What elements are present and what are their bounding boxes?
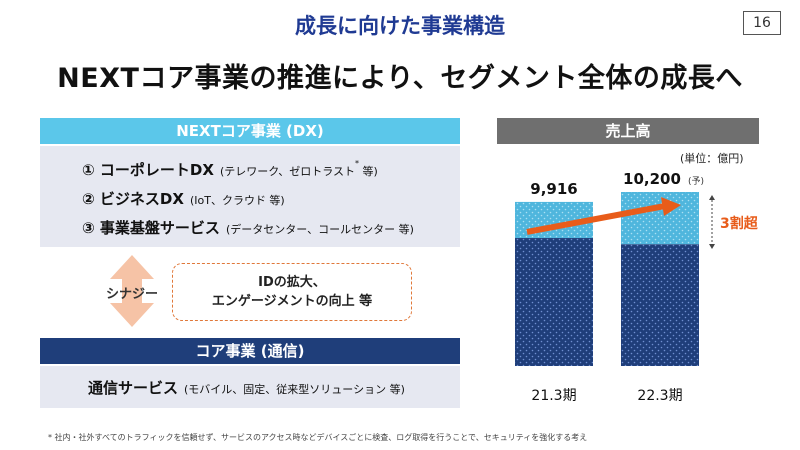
core-item-label: 通信サービス	[88, 379, 179, 397]
dx-item-infrastructure: ③ 事業基盤サービス (データセンター、コールセンター 等)	[82, 217, 414, 238]
dx-item-detail: (テレワーク、ゼロトラスト* 等)	[219, 159, 378, 178]
bars-layer	[515, 192, 699, 366]
page-title: NEXTコア事業の推進により、セグメント全体の成長へ	[57, 63, 743, 94]
core-section-list: 通信サービス (モバイル、固定、従来型ソリューション 等)	[40, 366, 460, 408]
dx-item-detail-end: 等)	[359, 165, 378, 178]
footnote-mark: *	[355, 159, 360, 168]
growth-bracket-head-up	[709, 195, 715, 200]
growth-arrow	[526, 203, 666, 235]
bar-dx-segment	[621, 192, 699, 245]
dx-item-label: ① コーポレートDX	[82, 161, 214, 179]
synergy-line-2: エンゲージメントの向上 等	[211, 294, 373, 309]
dx-section-header: NEXTコア事業 (DX)	[40, 118, 460, 144]
labels-layer: 9,916 21.3期 10,200 (予) 22.3期 3割超	[526, 170, 759, 404]
category-label: 21.3期	[531, 388, 576, 404]
footnote: * 社内・社外すべてのトラフィックを信頼せず、サービスのアクセス時などデバイスご…	[48, 433, 588, 442]
bar-core-segment	[621, 244, 699, 366]
growth-bracket-head-down	[709, 244, 715, 249]
bar-value-label: 10,200	[623, 170, 681, 188]
dx-item-detail-text: (テレワーク、ゼロトラスト	[219, 165, 356, 178]
growth-arrowhead	[661, 197, 681, 216]
forecast-mark: (予)	[688, 176, 704, 187]
dx-item-label: ③ 事業基盤サービス	[82, 219, 220, 237]
dx-item-detail: (IoT、クラウド 等)	[189, 194, 285, 207]
page-subtitle: 成長に向けた事業構造	[295, 14, 505, 38]
synergy-line-1: IDの拡大、	[258, 275, 326, 290]
category-label: 22.3期	[637, 388, 682, 404]
chart-unit-label: (単位：億円)	[680, 152, 744, 165]
bar-core-segment	[515, 238, 593, 366]
page-number: 16	[743, 11, 781, 35]
bar-value-label: 9,916	[530, 180, 577, 198]
dx-item-corporate: ① コーポレートDX (テレワーク、ゼロトラスト* 等)	[82, 159, 378, 180]
core-item-telecom: 通信サービス (モバイル、固定、従来型ソリューション 等)	[88, 377, 405, 398]
dx-item-business: ② ビジネスDX (IoT、クラウド 等)	[82, 188, 285, 209]
growth-annotation: 3割超	[720, 215, 759, 232]
synergy-label: シナジー	[105, 287, 158, 302]
dx-section-list: ① コーポレートDX (テレワーク、ゼロトラスト* 等) ② ビジネスDX (IoT…	[40, 146, 460, 247]
synergy-arrow-icon	[110, 255, 154, 327]
dx-item-label: ② ビジネスDX	[82, 190, 184, 208]
chart-header: 売上高	[497, 118, 759, 144]
core-section-header: コア事業 (通信)	[40, 338, 460, 364]
synergy-box: IDの拡大、 エンゲージメントの向上 等	[172, 263, 412, 321]
core-item-detail: (モバイル、固定、従来型ソリューション 等)	[184, 383, 405, 396]
dx-item-detail: (データセンター、コールセンター 等)	[225, 223, 414, 236]
revenue-chart: 9,916 21.3期 10,200 (予) 22.3期 3割超	[515, 170, 759, 404]
